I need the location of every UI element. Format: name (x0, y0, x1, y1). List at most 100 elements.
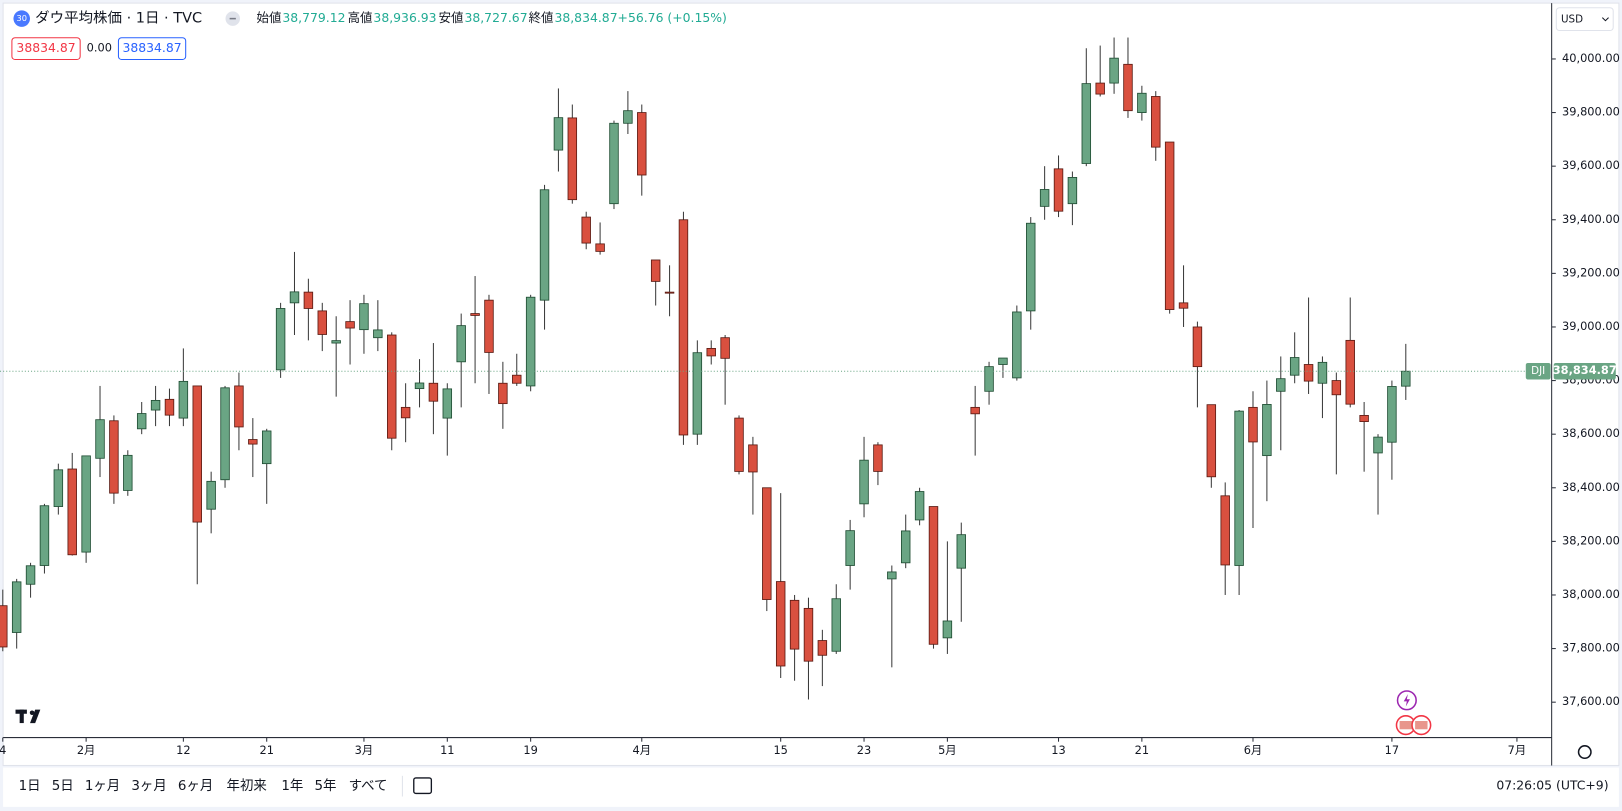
candle-body (1303, 364, 1314, 382)
buy-price: 38834.87 (122, 40, 181, 55)
candle-body (1123, 63, 1133, 112)
candle-body (706, 347, 716, 357)
candle-body (581, 216, 591, 244)
candle-body (248, 439, 258, 445)
x-tick-label: 7月 (1508, 743, 1527, 757)
candle-body (1039, 189, 1050, 207)
symbol-badge: 30 (16, 13, 27, 23)
candle-body (11, 581, 22, 633)
candle-body (1095, 82, 1105, 95)
candle-body (498, 382, 508, 405)
range-button[interactable]: 1年 (281, 778, 303, 794)
candle-body (1151, 96, 1161, 148)
range-button[interactable]: 5年 (314, 778, 336, 794)
candle-body (873, 444, 883, 472)
candle-body (220, 387, 230, 481)
symbol-icon[interactable] (13, 10, 30, 27)
range-buttons: 1日 5日 1ヶ月 3ヶ月 6ヶ月 年初来 1年 5年 すべて (19, 778, 388, 794)
event-glyph (1403, 694, 1410, 707)
candle-body (512, 374, 522, 384)
range-button[interactable]: 1日 (19, 779, 41, 794)
ohlc-value: 38,727.67 (464, 10, 527, 25)
candle-body (1248, 406, 1258, 443)
x-tick-label: 4月 (632, 743, 651, 757)
candle-body (623, 110, 633, 124)
candle-body (845, 530, 855, 566)
settings-icon[interactable] (1577, 745, 1592, 760)
clock[interactable]: 07:26:05 (UTC+9) (1496, 778, 1608, 793)
candle-body (1220, 495, 1230, 566)
ohlc-label: 高値 (348, 10, 373, 25)
x-tick-label: 11 (440, 743, 454, 757)
ohlc-label: 始値 (257, 10, 282, 25)
candle-body (0, 605, 8, 648)
buy-button[interactable] (117, 37, 187, 60)
candle-body (1206, 404, 1217, 478)
candle-body (1387, 386, 1397, 443)
range-button[interactable]: 6ヶ月 (178, 779, 213, 794)
candle-body (400, 406, 411, 419)
currency-select[interactable] (1555, 7, 1614, 32)
candle-body (25, 565, 36, 585)
candle-body (720, 337, 730, 359)
candle-body (887, 571, 897, 580)
y-tick-label: 39,600.00 (1562, 158, 1620, 172)
candle-body (762, 487, 772, 600)
x-tick-label: 21 (259, 743, 273, 757)
last-price-label: 38,834.87 (1553, 363, 1617, 377)
range-button[interactable]: すべて (349, 778, 388, 794)
candle-body (1026, 222, 1036, 312)
logo-part (19, 709, 24, 724)
range-button[interactable]: 1ヶ月 (85, 779, 120, 794)
candle-body (609, 122, 619, 205)
goto-date-icon[interactable] (413, 777, 433, 795)
candle-body (1234, 410, 1244, 566)
candle-body (442, 388, 453, 419)
candle-body (817, 640, 828, 656)
series-name: DJI (1531, 365, 1545, 377)
currency-caret (1601, 17, 1609, 22)
y-tick-label: 38,000.00 (1562, 587, 1620, 601)
candle-body (664, 291, 675, 294)
x-tick-label: 23 (857, 743, 871, 757)
candle-body (734, 417, 744, 472)
x-tick-label: 12 (176, 743, 190, 757)
last-price-tag (1553, 362, 1616, 380)
candle-body (1289, 357, 1300, 376)
range-button[interactable]: 3ヶ月 (131, 779, 166, 794)
symbol-title[interactable]: ダウ平均株価 · 1日 · TVC (35, 10, 202, 27)
y-tick-label: 38,600.00 (1562, 426, 1620, 440)
flag (1415, 721, 1428, 730)
x-tick-label: 15 (773, 743, 787, 757)
candle-body (970, 406, 980, 415)
candle-body (539, 189, 550, 301)
sell-button[interactable] (11, 37, 81, 60)
range-button[interactable]: 5日 (52, 779, 74, 794)
spread: 0.00 (87, 41, 112, 55)
flag (1399, 721, 1413, 730)
candle-body (484, 299, 494, 353)
ohlc-value: 38,779.12 (282, 10, 345, 25)
candle-body (900, 530, 911, 564)
candle-body (414, 382, 425, 390)
currency: USD (1561, 14, 1583, 26)
candle-body (914, 491, 925, 521)
range-button[interactable]: 年初来 (227, 778, 267, 794)
candle-body (67, 468, 77, 556)
y-tick-label: 38,400.00 (1562, 480, 1620, 494)
candle-body (1276, 378, 1286, 392)
candle-body (998, 357, 1008, 365)
candle-body (1262, 404, 1272, 457)
candle-body (1109, 57, 1119, 84)
candle-body (136, 413, 147, 430)
x-tick-label: 13 (1051, 743, 1065, 757)
candle-body (123, 454, 133, 491)
candle-body (692, 352, 703, 435)
logo-part (29, 710, 35, 716)
ohlc-value: 38,936.93 (373, 10, 436, 25)
candle-body (331, 340, 341, 344)
candle-body (748, 444, 758, 473)
candle-body (81, 455, 91, 553)
candle-body (678, 219, 689, 436)
